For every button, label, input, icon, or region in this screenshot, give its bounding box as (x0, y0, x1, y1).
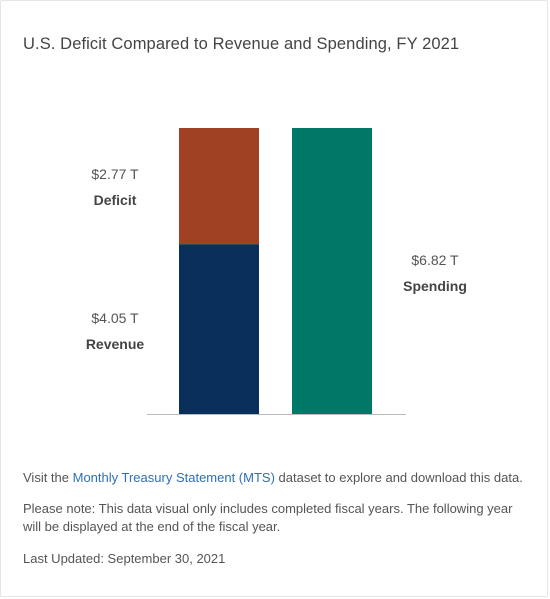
spending-value-label: $6.82 T (411, 252, 459, 268)
revenue-category-label: Revenue (86, 336, 145, 352)
visit-suffix: dataset to explore and download this dat… (274, 470, 523, 485)
spending-category-label: Spending (403, 278, 467, 294)
spending-bar (292, 128, 372, 414)
deficit-category-label: Deficit (94, 192, 137, 208)
deficit-value-label: $2.77 T (91, 166, 139, 182)
chart-area: $2.77 T Deficit $4.05 T Revenue $6.82 T Spend… (1, 1, 549, 441)
revenue-bar (179, 244, 259, 414)
revenue-value-label: $4.05 T (91, 310, 139, 326)
visit-prefix: Visit the (23, 470, 73, 485)
dataset-note: Visit the Monthly Treasury Statement (MT… (23, 469, 528, 487)
mts-dataset-link[interactable]: Monthly Treasury Statement (MTS) (72, 470, 275, 485)
fiscal-year-note: Please note: This data visual only inclu… (23, 501, 513, 534)
last-updated: Last Updated: September 30, 2021 (23, 551, 226, 566)
bar-chart: $2.77 T Deficit $4.05 T Revenue $6.82 T Spend… (86, 128, 467, 415)
deficit-bar (179, 128, 259, 245)
chart-title: U.S. Deficit Compared to Revenue and Spe… (23, 35, 460, 53)
